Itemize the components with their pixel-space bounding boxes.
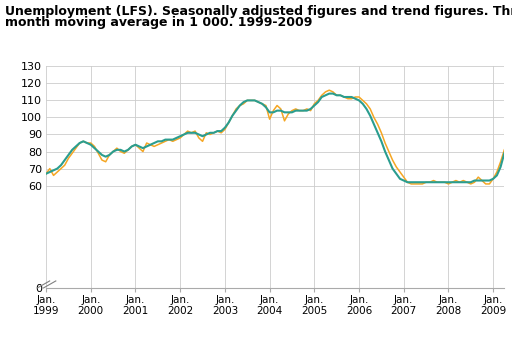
Seasonally adjusted xyxy=(408,182,414,186)
Seasonally adjusted xyxy=(73,146,79,150)
Seasonally adjusted xyxy=(308,109,314,113)
Seasonally adjusted xyxy=(244,98,250,103)
Seasonally adjusted xyxy=(177,136,183,140)
Trend xyxy=(73,144,79,149)
Trend xyxy=(244,98,250,103)
Trend xyxy=(47,170,53,174)
Text: Unemployment (LFS). Seasonally adjusted figures and trend figures. Three-: Unemployment (LFS). Seasonally adjusted … xyxy=(5,5,512,18)
Seasonally adjusted xyxy=(129,144,135,149)
Line: Seasonally adjusted: Seasonally adjusted xyxy=(46,90,504,184)
Seasonally adjusted xyxy=(501,148,507,152)
Seasonally adjusted xyxy=(47,166,53,171)
Trend xyxy=(308,107,314,111)
Legend: Seasonally adjusted, Trend: Seasonally adjusted, Trend xyxy=(151,345,400,349)
Trend xyxy=(177,134,183,138)
Trend xyxy=(326,91,332,96)
Line: Trend: Trend xyxy=(46,94,504,182)
Trend xyxy=(129,144,135,149)
Trend xyxy=(404,180,411,184)
Text: month moving average in 1 000. 1999-2009: month moving average in 1 000. 1999-2009 xyxy=(5,16,312,29)
Trend xyxy=(43,172,49,176)
Trend xyxy=(501,151,507,155)
Seasonally adjusted xyxy=(43,172,49,176)
Seasonally adjusted xyxy=(326,88,332,92)
